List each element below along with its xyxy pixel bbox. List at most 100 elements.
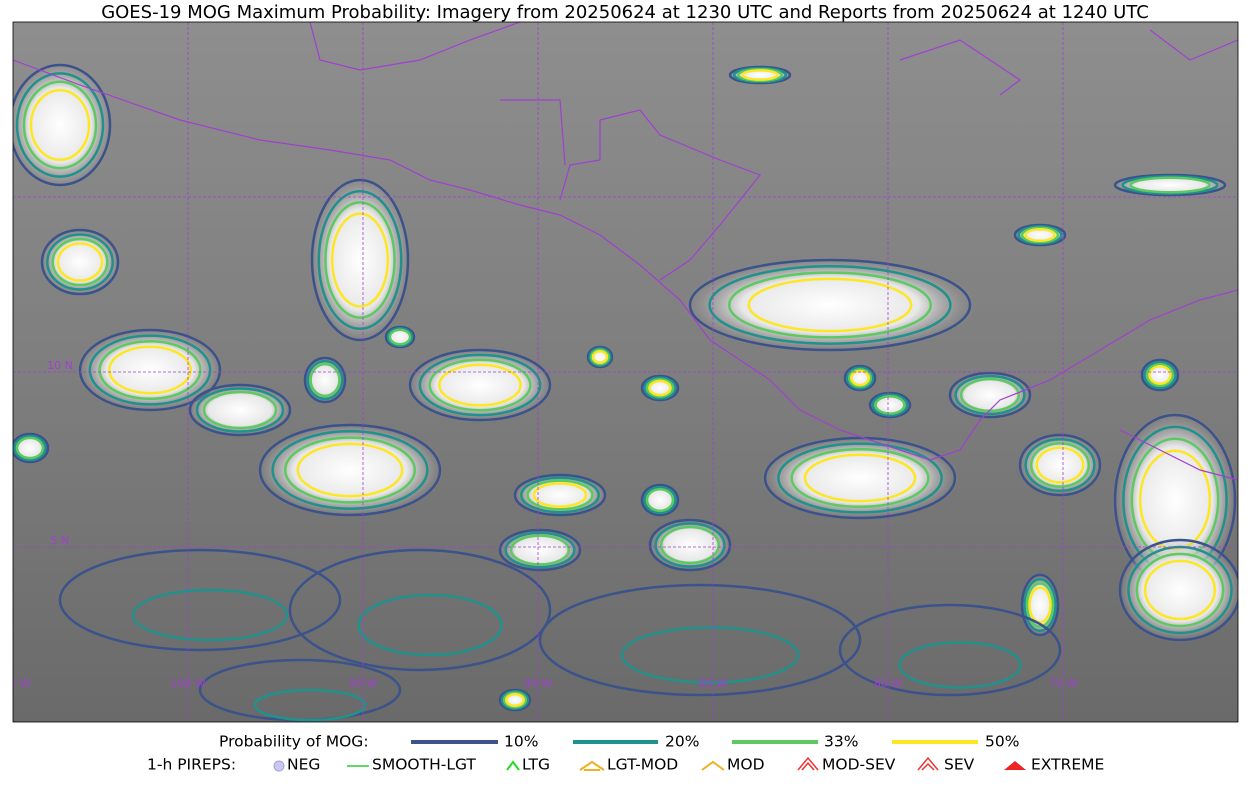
contour — [202, 390, 278, 430]
contour — [1025, 582, 1055, 628]
pireps-legend: 1-h PIREPS: NEG SMOOTH-LGT LTG LGT-MOD M… — [147, 756, 1104, 774]
legend-item: 10% — [504, 733, 538, 751]
lon-label: 105 W — [0, 677, 31, 690]
contour — [357, 593, 503, 657]
contour — [645, 378, 675, 398]
contours — [13, 62, 1238, 722]
contour — [708, 265, 952, 345]
contour — [777, 442, 943, 514]
contour — [306, 359, 344, 401]
contour — [868, 391, 912, 419]
contour — [648, 379, 672, 397]
lon-label: 95 W — [349, 677, 377, 690]
contour — [500, 690, 530, 710]
contour — [1118, 538, 1238, 642]
contour — [898, 641, 1022, 689]
contour — [727, 271, 933, 339]
contour — [324, 201, 396, 319]
probability-legend: Probability of MOG: 10% 20% 33% 50% — [219, 733, 1019, 751]
contour — [948, 371, 1032, 419]
cloud — [309, 176, 411, 344]
contour — [520, 476, 600, 514]
legend-item: MOD-SEV — [822, 756, 896, 774]
contour — [108, 345, 192, 395]
contour — [1140, 358, 1180, 392]
legend-item: 33% — [824, 733, 858, 751]
contour — [408, 348, 552, 422]
contour — [513, 473, 607, 517]
legend-item: 50% — [985, 733, 1019, 751]
contour — [195, 387, 285, 433]
contour — [590, 348, 610, 366]
contour — [688, 258, 972, 352]
contour — [56, 242, 104, 282]
contour — [131, 588, 289, 642]
lat-label: 5 N — [51, 534, 70, 547]
contour — [659, 525, 721, 565]
contour — [1018, 433, 1102, 497]
cloud — [13, 62, 113, 188]
contour — [188, 383, 292, 437]
contour — [58, 548, 342, 652]
contour — [303, 356, 347, 404]
lat-label: 10 N — [47, 359, 73, 372]
contour — [13, 63, 112, 187]
contour — [954, 374, 1026, 416]
contour — [640, 483, 680, 517]
legend-item: LGT-MOD — [607, 756, 678, 774]
contour — [620, 626, 800, 684]
contour — [509, 534, 571, 566]
icon-mod — [701, 760, 725, 771]
contour — [98, 339, 202, 401]
icon-extreme — [1004, 761, 1026, 770]
contour — [1121, 175, 1219, 195]
contour — [645, 487, 675, 513]
contour — [505, 692, 525, 708]
contour — [640, 374, 680, 402]
contour — [13, 432, 50, 464]
contour — [498, 688, 532, 712]
contour — [538, 583, 862, 697]
lon-label: 100 W — [170, 677, 205, 690]
contour — [586, 345, 614, 369]
contour — [1020, 573, 1060, 637]
contour — [78, 328, 222, 412]
contour — [504, 531, 576, 569]
contour — [253, 688, 367, 722]
contour — [850, 369, 870, 387]
contour — [330, 212, 390, 308]
contour — [309, 362, 341, 398]
contour — [643, 376, 677, 400]
contour — [388, 328, 412, 346]
contour — [283, 436, 417, 504]
contour — [428, 358, 532, 412]
contour — [1113, 173, 1227, 197]
legend-label: Probability of MOG: — [219, 733, 369, 751]
contour — [29, 88, 91, 162]
contour — [1017, 225, 1063, 245]
contour — [790, 447, 930, 509]
contour — [384, 325, 416, 349]
contour — [1135, 552, 1225, 628]
contour — [1024, 437, 1096, 493]
legend-item: SMOOTH-LGT — [372, 756, 476, 774]
graticule — [13, 22, 1238, 722]
contour — [847, 368, 873, 388]
contour — [310, 178, 410, 342]
contour — [871, 393, 909, 417]
icon-neg — [273, 760, 285, 772]
contour — [741, 69, 779, 81]
contour — [803, 453, 917, 503]
contour — [838, 603, 1062, 697]
contour — [532, 482, 588, 508]
contour — [845, 366, 875, 390]
contour — [1148, 365, 1172, 385]
contour — [296, 442, 404, 498]
icon-mod-sev — [797, 756, 819, 771]
contour — [747, 277, 913, 333]
contour — [317, 189, 403, 331]
contour — [1020, 226, 1060, 244]
contour — [51, 237, 109, 287]
title: GOES-19 MOG Maximum Probability: Imagery… — [101, 2, 1149, 23]
